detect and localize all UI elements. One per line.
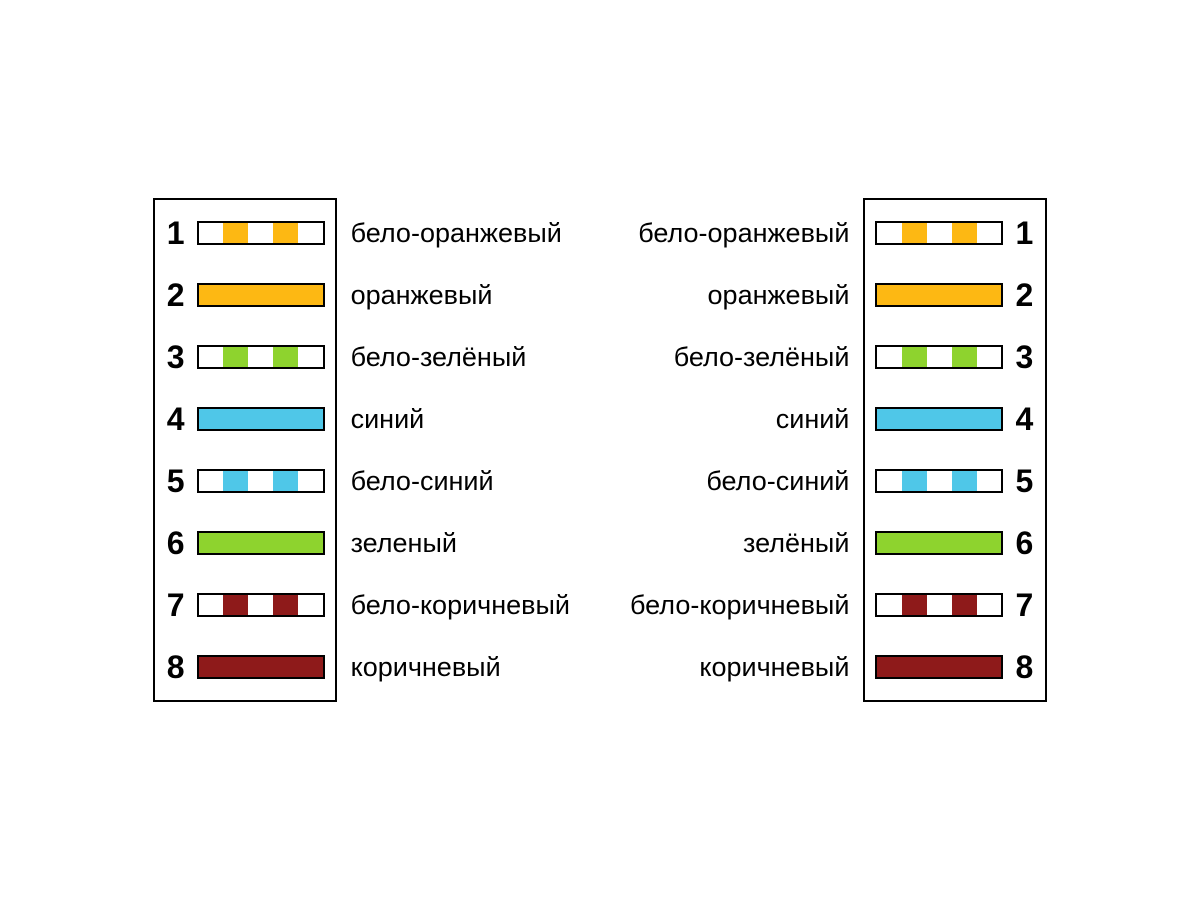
pin-number: 6: [1013, 525, 1035, 562]
right-row-3: 3: [875, 340, 1035, 374]
left-row-7: 7: [165, 588, 325, 622]
pin-number: 2: [1013, 277, 1035, 314]
right-labels: бело-оранжевый оранжевый бело-зелёный си…: [630, 216, 849, 684]
left-row-6: 6: [165, 526, 325, 560]
wire-label: бело-синий: [630, 464, 849, 498]
left-row-4: 4: [165, 402, 325, 436]
wire-swatch: [197, 221, 325, 245]
pin-number: 7: [1013, 587, 1035, 624]
pin-number: 7: [165, 587, 187, 624]
right-row-6: 6: [875, 526, 1035, 560]
pin-number: 8: [1013, 649, 1035, 686]
left-row-2: 2: [165, 278, 325, 312]
wire-swatch: [197, 655, 325, 679]
wire-label: бело-коричневый: [630, 588, 849, 622]
right-row-7: 7: [875, 588, 1035, 622]
right-row-8: 8: [875, 650, 1035, 684]
right-row-1: 1: [875, 216, 1035, 250]
wire-label: синий: [630, 402, 849, 436]
pin-number: 6: [165, 525, 187, 562]
wire-swatch: [197, 593, 325, 617]
wire-label: бело-зелёный: [630, 340, 849, 374]
wire-label: бело-оранжевый: [630, 216, 849, 250]
wire-swatch: [197, 531, 325, 555]
wire-label: синий: [351, 402, 570, 436]
right-framebox: 1 2 3 4 5 6 7 8: [863, 198, 1047, 702]
left-column: 1 2 3 4 5 6 7 8 б: [153, 198, 570, 702]
left-framebox: 1 2 3 4 5 6 7 8: [153, 198, 337, 702]
right-row-2: 2: [875, 278, 1035, 312]
wire-label: бело-коричневый: [351, 588, 570, 622]
wire-swatch: [197, 469, 325, 493]
pin-number: 2: [165, 277, 187, 314]
wire-swatch: [875, 407, 1003, 431]
right-row-5: 5: [875, 464, 1035, 498]
pin-number: 3: [1013, 339, 1035, 376]
wire-label: коричневый: [630, 650, 849, 684]
left-row-3: 3: [165, 340, 325, 374]
pin-number: 3: [165, 339, 187, 376]
left-row-5: 5: [165, 464, 325, 498]
left-row-8: 8: [165, 650, 325, 684]
wire-swatch: [197, 407, 325, 431]
pin-number: 4: [165, 401, 187, 438]
wire-swatch: [875, 593, 1003, 617]
wire-swatch: [875, 345, 1003, 369]
right-row-4: 4: [875, 402, 1035, 436]
wire-label: бело-зелёный: [351, 340, 570, 374]
pin-number: 1: [1013, 215, 1035, 252]
wire-label: оранжевый: [351, 278, 570, 312]
wire-swatch: [875, 531, 1003, 555]
wire-label: оранжевый: [630, 278, 849, 312]
left-row-1: 1: [165, 216, 325, 250]
left-labels: бело-оранжевый оранжевый бело-зелёный си…: [351, 216, 570, 684]
right-column: бело-оранжевый оранжевый бело-зелёный си…: [630, 198, 1047, 702]
wire-swatch: [197, 283, 325, 307]
pin-number: 8: [165, 649, 187, 686]
wire-swatch: [875, 221, 1003, 245]
wire-label: бело-синий: [351, 464, 570, 498]
wire-label: зеленый: [351, 526, 570, 560]
pin-number: 4: [1013, 401, 1035, 438]
wire-swatch: [875, 469, 1003, 493]
pin-number: 1: [165, 215, 187, 252]
wire-swatch: [875, 283, 1003, 307]
wire-label: бело-оранжевый: [351, 216, 570, 250]
wire-swatch: [197, 345, 325, 369]
pin-number: 5: [165, 463, 187, 500]
wire-swatch: [875, 655, 1003, 679]
pin-number: 5: [1013, 463, 1035, 500]
wire-label: коричневый: [351, 650, 570, 684]
wire-label: зелёный: [630, 526, 849, 560]
